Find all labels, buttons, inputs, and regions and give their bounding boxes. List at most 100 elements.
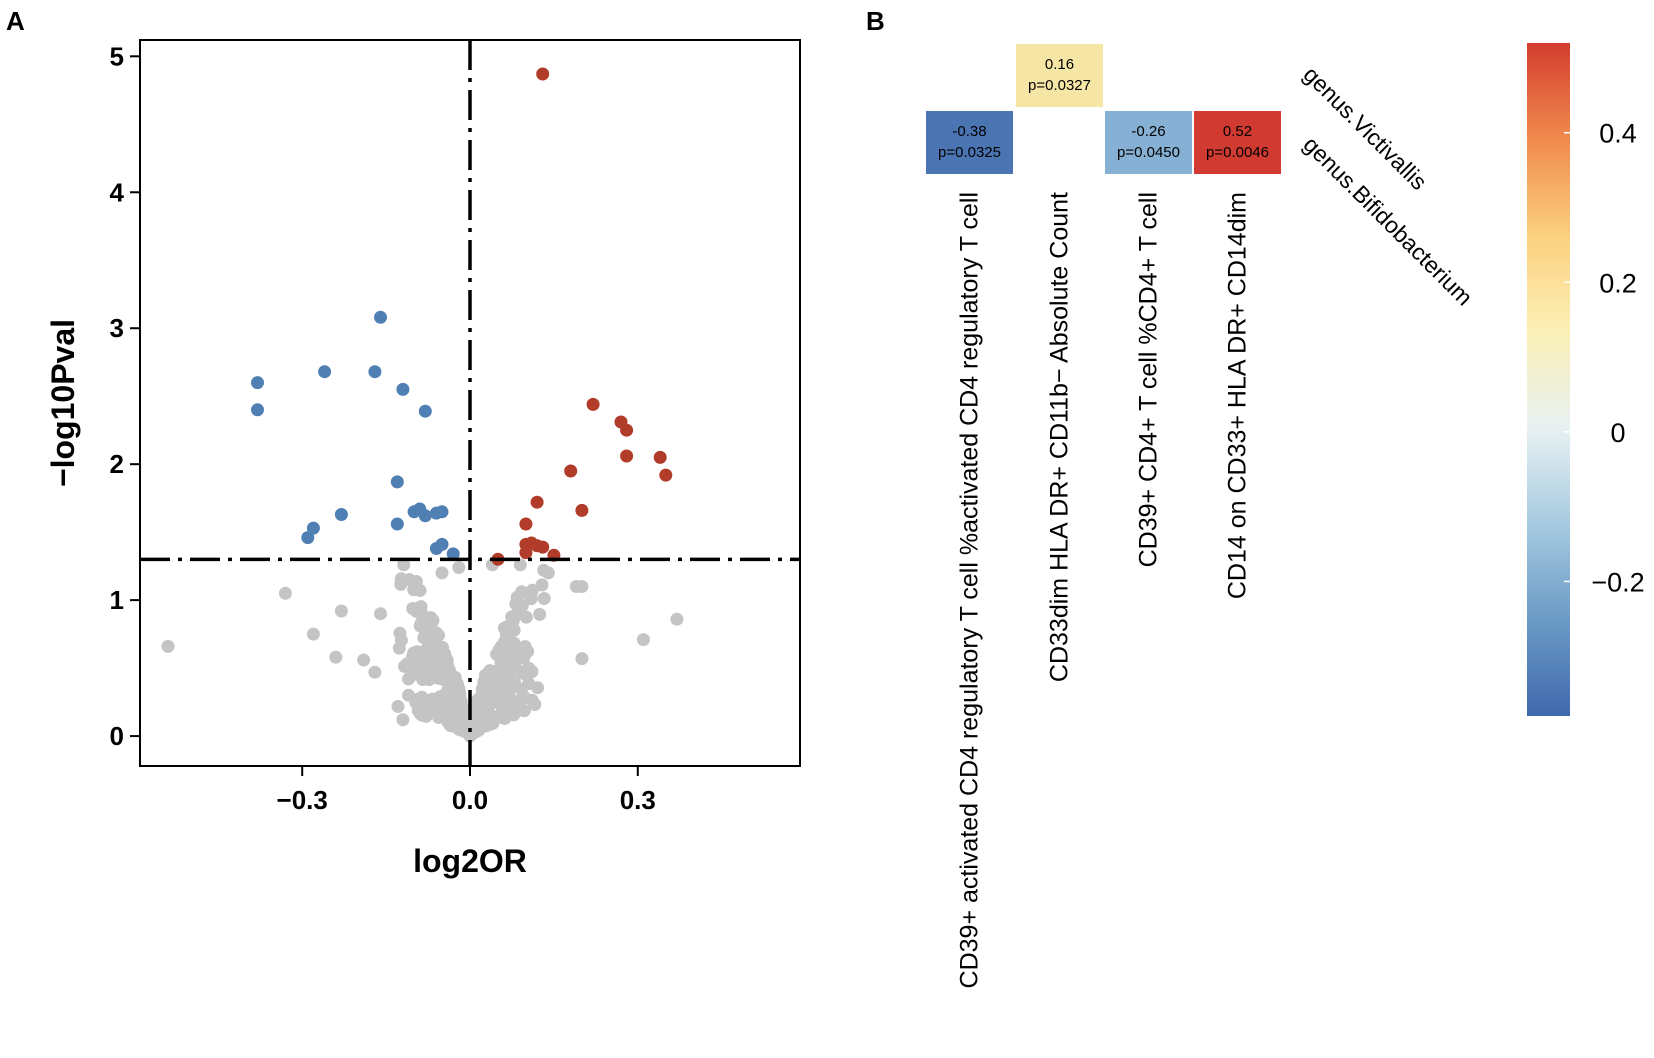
x-axis-title: log2OR <box>413 843 527 879</box>
significant-negative-point <box>374 310 387 324</box>
significant-negative-point <box>368 365 382 379</box>
non-significant-point <box>513 558 527 572</box>
nonsignificant-points <box>161 558 684 743</box>
nonsignificant-point <box>502 620 516 634</box>
non-significant-point <box>329 650 343 664</box>
non-significant-point <box>334 604 348 618</box>
significant-negative-point <box>390 475 404 489</box>
significant-negative-point <box>435 505 449 519</box>
nonsignificant-point <box>424 638 438 651</box>
significant-positive-point <box>530 495 544 509</box>
nonsignificant-point <box>397 558 411 572</box>
y-axis: 0 1 2 3 4 5 <box>110 41 140 751</box>
y-tick-label: 1 <box>110 585 124 615</box>
significant-positive-point <box>536 540 550 554</box>
heatmap-column-label: CD39+ CD4+ T cell %CD4+ T cell <box>1135 192 1163 567</box>
significant-points <box>251 67 673 566</box>
nonsignificant-point <box>520 669 534 683</box>
nonsignificant-point <box>498 705 512 719</box>
significant-positive-point <box>586 397 600 411</box>
nonsignificant-point <box>421 696 435 710</box>
non-significant-point <box>435 566 449 580</box>
non-significant-point <box>368 665 382 679</box>
heatmap-column-labels: CD39+ activated CD4 regulatory T cell %a… <box>956 192 1252 989</box>
y-tick-label: 5 <box>110 41 124 71</box>
nonsignificant-point <box>512 607 525 621</box>
nonsignificant-point <box>445 700 459 713</box>
heatmap-column-label: CD14 on CD33+ HLA DR+ CD14dim <box>1224 192 1252 599</box>
colorbar-tick-label: 0 <box>1610 418 1625 448</box>
nonsignificant-point <box>417 611 430 625</box>
nonsignificant-point <box>398 659 411 673</box>
y-tick-label: 4 <box>110 177 125 207</box>
significant-negative-point <box>334 508 348 521</box>
non-significant-point <box>541 566 555 580</box>
nonsignificant-point <box>428 658 442 672</box>
nonsignificant-point <box>430 626 443 640</box>
nonsignificant-point <box>416 673 430 686</box>
nonsignificant-point <box>525 583 539 597</box>
non-significant-point <box>575 580 589 593</box>
heatmap-row-label: genus.Victivallis <box>1298 61 1432 195</box>
significant-negative-point <box>446 547 460 561</box>
heatmap-cell <box>1105 111 1192 174</box>
nonsignificant-point <box>537 592 551 605</box>
x-axis: −0.3 0.0 0.3 <box>277 766 656 815</box>
x-tick-label: 0.3 <box>620 785 656 815</box>
heatmap-column-label: CD39+ activated CD4 regulatory T cell %a… <box>956 192 984 988</box>
non-significant-point <box>161 639 175 653</box>
y-tick-label: 0 <box>110 721 124 751</box>
significant-positive-point <box>653 450 667 464</box>
non-significant-point <box>463 718 477 732</box>
x-tick-label: 0.0 <box>452 785 488 815</box>
nonsignificant-point <box>479 668 492 682</box>
heatmap-cell-pvalue: p=0.0325 <box>938 144 1001 161</box>
heatmap-cell <box>926 111 1013 174</box>
nonsignificant-point <box>533 607 547 621</box>
significant-positive-point <box>536 67 550 81</box>
nonsignificant-point <box>503 694 517 708</box>
heatmap-cell-pvalue: p=0.0327 <box>1028 77 1091 94</box>
significant-positive-point <box>659 468 673 482</box>
nonsignificant-point <box>410 645 424 659</box>
nonsignificant-point <box>494 670 508 684</box>
non-significant-point <box>306 627 320 641</box>
nonsignificant-point <box>470 707 483 720</box>
significant-negative-point <box>301 531 315 545</box>
significant-negative-point <box>418 404 432 418</box>
significant-negative-point <box>390 517 404 531</box>
nonsignificant-point <box>478 716 492 730</box>
heatmap-cells: 0.16 p=0.0327 -0.38 p=0.0325 -0.26 p=0.0450 0.… <box>926 44 1281 174</box>
nonsignificant-point <box>509 704 522 718</box>
heatmap-cell-value: 0.52 <box>1223 123 1252 140</box>
significant-negative-point <box>435 537 449 551</box>
non-significant-point <box>452 561 466 574</box>
nonsignificant-point <box>433 696 447 710</box>
nonsignificant-point <box>507 674 521 688</box>
nonsignificant-point <box>458 703 472 717</box>
significant-negative-point <box>306 521 320 535</box>
nonsignificant-point <box>479 702 493 716</box>
significant-negative-point <box>251 376 264 390</box>
y-tick-label: 3 <box>110 313 124 343</box>
nonsignificant-point <box>485 691 499 704</box>
colorbar-tick-label: 0.4 <box>1599 119 1637 149</box>
colorbar-tick-label: −0.2 <box>1591 567 1644 597</box>
non-significant-point <box>402 672 415 686</box>
colorbar-ticks: −0.2 0 0.2 0.4 <box>1564 119 1645 597</box>
nonsignificant-point <box>531 681 545 695</box>
x-tick-label: −0.3 <box>277 785 328 815</box>
non-significant-point <box>407 658 421 672</box>
non-significant-point <box>636 633 650 647</box>
non-significant-point <box>357 653 371 667</box>
heatmap-cell <box>1194 111 1281 174</box>
nonsignificant-point <box>391 700 405 713</box>
heatmap-column-label: CD33dim HLA DR+ CD11b− Absolute Count <box>1046 192 1074 682</box>
nonsignificant-point <box>413 584 427 597</box>
non-significant-point <box>396 713 410 727</box>
nonsignificant-point <box>528 698 542 711</box>
significant-negative-point <box>396 382 410 396</box>
nonsignificant-point <box>394 572 408 586</box>
panel-letter-a: A <box>6 6 25 36</box>
